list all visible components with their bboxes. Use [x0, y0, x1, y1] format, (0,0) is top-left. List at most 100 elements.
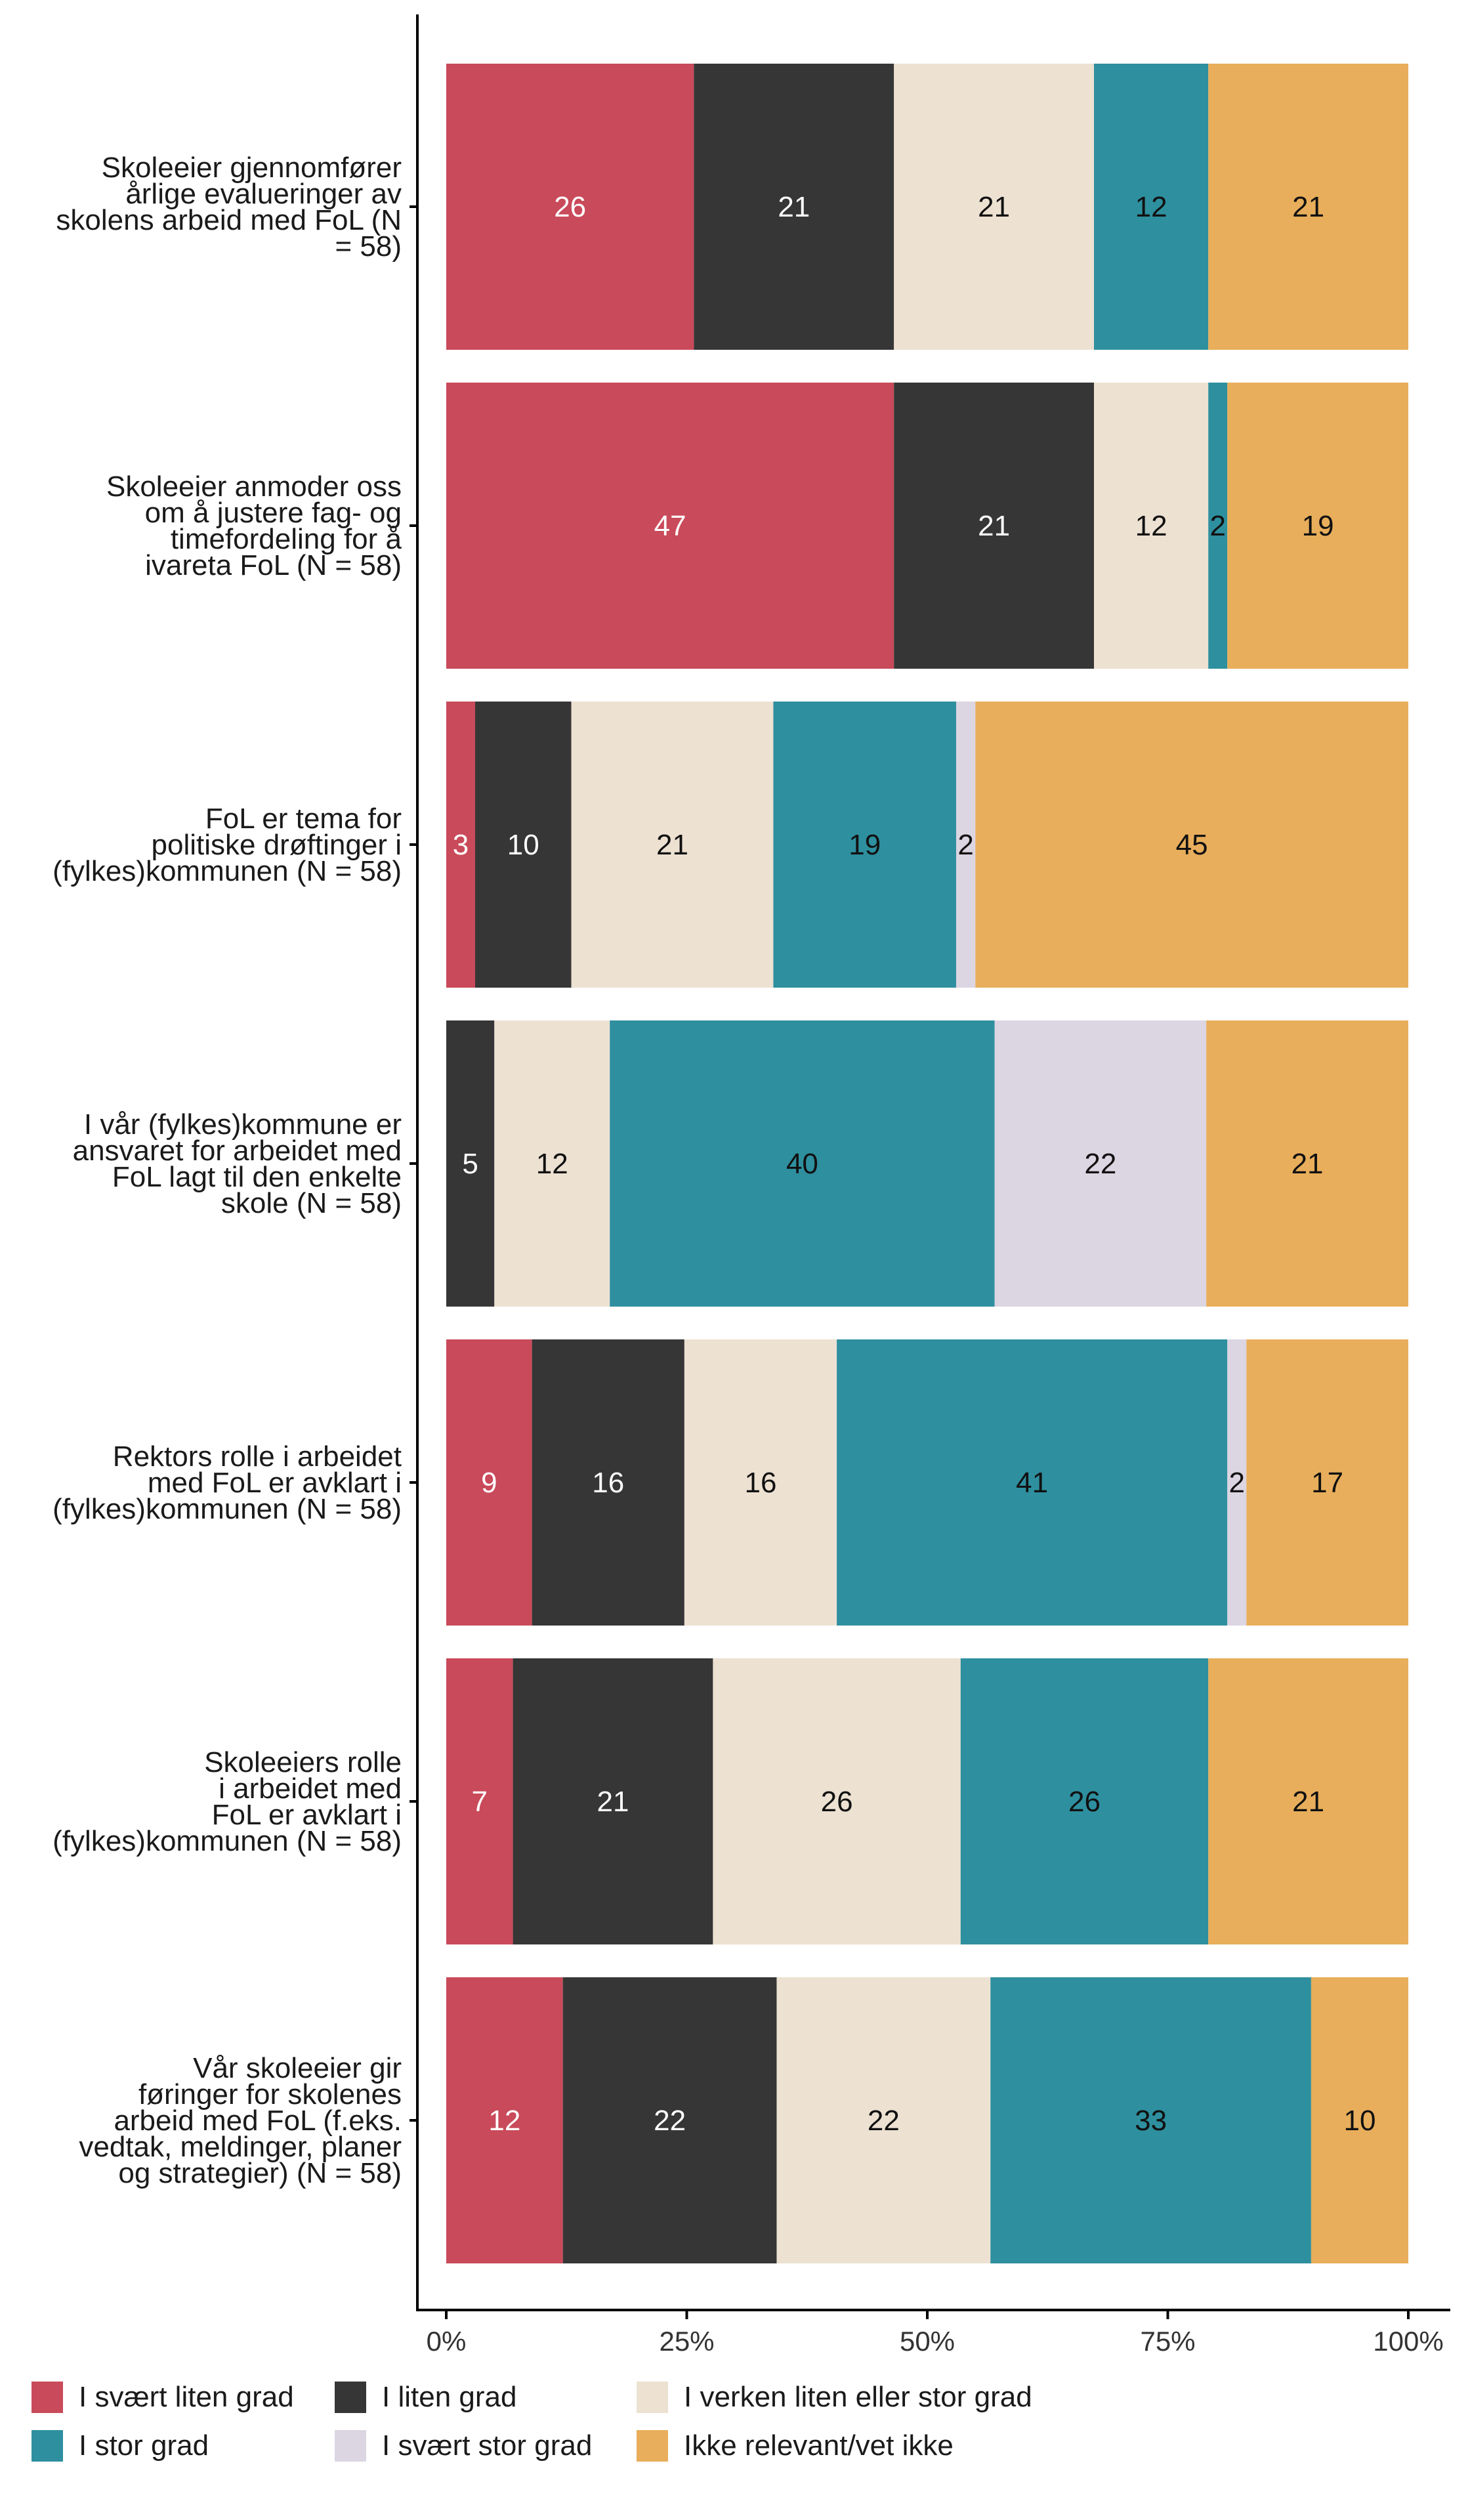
legend-label: I stor grad — [79, 2429, 209, 2462]
value-label: 22 — [1084, 1148, 1116, 1180]
value-label: 5 — [462, 1148, 478, 1180]
category-label: Vår skoleeier gir — [193, 2052, 402, 2084]
legend-label: I svært liten grad — [79, 2381, 294, 2413]
bar-segment — [1206, 1020, 1408, 1307]
legend-swatch — [335, 2430, 366, 2462]
value-label: 17 — [1311, 1467, 1343, 1499]
legend-label: Ikke relevant/vet ikke — [684, 2429, 954, 2462]
bar-segment — [776, 1977, 991, 2263]
bar-segment — [994, 1020, 1207, 1307]
category-label: FoL lagt til den enkelte — [112, 1161, 402, 1193]
value-label: 21 — [1292, 191, 1324, 223]
value-label: 41 — [1016, 1467, 1048, 1499]
value-label: 21 — [1292, 1148, 1324, 1180]
bar-segment — [1311, 1977, 1408, 2263]
category-label: om å justere fag- og — [145, 497, 402, 529]
legend-item: I liten grad — [335, 2381, 516, 2414]
category-label: (fylkes)kommunen (N = 58) — [52, 1493, 402, 1525]
bar-segment — [474, 702, 572, 988]
legend-item: I stor grad — [32, 2429, 209, 2462]
bar-segment — [990, 1977, 1311, 2263]
legend-swatch — [637, 2382, 668, 2413]
value-label: 45 — [1176, 829, 1208, 861]
bar-segment — [960, 1658, 1209, 1944]
bar-segment — [1094, 64, 1209, 350]
category-label: = 58) — [335, 230, 402, 262]
value-label: 2 — [1209, 510, 1225, 542]
category-label: arbeid med FoL (f.eks. — [114, 2105, 402, 2137]
legend-item: I svært stor grad — [335, 2429, 592, 2462]
category-label: med FoL er avklart i — [148, 1467, 402, 1499]
category-label: I vår (fylkes)kommune er — [84, 1108, 402, 1141]
bar-segment — [1208, 64, 1408, 350]
category-label: Skoleeier gjennomfører — [102, 152, 402, 184]
bar-segment — [446, 1658, 513, 1944]
value-label: 22 — [868, 2105, 900, 2137]
bar-segment — [513, 1658, 713, 1944]
legend-item: I verken liten eller stor grad — [637, 2381, 1032, 2414]
bar-segment — [1227, 1339, 1247, 1626]
axes — [410, 14, 1450, 2311]
value-label: 12 — [488, 2105, 520, 2137]
bar-segment — [837, 1339, 1228, 1626]
bar-segment — [975, 702, 1408, 988]
value-label: 3 — [453, 829, 469, 861]
value-label: 12 — [536, 1148, 568, 1180]
bar-segment — [1208, 383, 1228, 669]
legend-label: I svært stor grad — [382, 2429, 593, 2462]
value-label: 22 — [654, 2105, 686, 2137]
category-label: politiske drøftinger i — [152, 829, 402, 861]
value-label: 19 — [849, 829, 881, 861]
x-tick-label: 100% — [1373, 2326, 1443, 2357]
value-label: 16 — [745, 1467, 777, 1499]
bar-segment — [894, 383, 1095, 669]
value-label: 10 — [1343, 2105, 1376, 2137]
value-label: 47 — [654, 510, 686, 542]
bar-segment — [446, 1020, 495, 1307]
bar-segment — [532, 1339, 684, 1626]
category-label: årlige evalueringer av — [125, 178, 402, 210]
category-label: skolens arbeid med FoL (N — [56, 204, 402, 236]
category-label: vedtak, meldinger, planer — [79, 2131, 402, 2163]
value-label: 21 — [978, 191, 1010, 223]
bar-segment — [694, 64, 894, 350]
category-label: skole (N = 58) — [221, 1187, 402, 1219]
x-tick-label: 0% — [427, 2326, 467, 2357]
category-label: ansvaret for arbeidet med — [73, 1135, 402, 1167]
category-label: og strategier) (N = 58) — [118, 2157, 402, 2189]
category-label: timefordeling for å — [171, 523, 402, 555]
bar-segment — [684, 1339, 837, 1626]
bar-segment — [446, 1339, 532, 1626]
legend-swatch — [335, 2382, 366, 2413]
bar-segment — [494, 1020, 610, 1307]
legend-label: I verken liten eller stor grad — [684, 2381, 1032, 2413]
category-label: (fylkes)kommunen (N = 58) — [52, 1825, 402, 1857]
legend-swatch — [637, 2430, 668, 2462]
value-label: 33 — [1135, 2105, 1167, 2137]
bar-segment — [610, 1020, 995, 1307]
value-label: 10 — [507, 829, 539, 861]
legend-item: I svært liten grad — [32, 2381, 294, 2414]
category-label: Skoleeiers rolle — [204, 1746, 402, 1778]
bar-segment — [571, 702, 774, 988]
bar-segment — [1208, 1658, 1408, 1944]
category-label: i arbeidet med — [219, 1773, 402, 1805]
x-tick-label: 75% — [1140, 2326, 1195, 2357]
value-label: 12 — [1135, 510, 1167, 542]
bar-segment — [562, 1977, 777, 2263]
value-label: 12 — [1135, 191, 1167, 223]
category-label: føringer for skolenes — [138, 2078, 402, 2110]
value-label: 26 — [554, 191, 586, 223]
value-label: 21 — [1292, 1786, 1324, 1818]
value-label: 40 — [786, 1148, 818, 1180]
value-label: 21 — [778, 191, 810, 223]
value-label: 21 — [978, 510, 1010, 542]
category-label: FoL er tema for — [205, 803, 402, 835]
legend-label: I liten grad — [382, 2381, 517, 2413]
category-label: FoL er avklart i — [212, 1799, 402, 1831]
legend-swatch — [32, 2382, 63, 2413]
value-label: 2 — [1228, 1467, 1244, 1499]
